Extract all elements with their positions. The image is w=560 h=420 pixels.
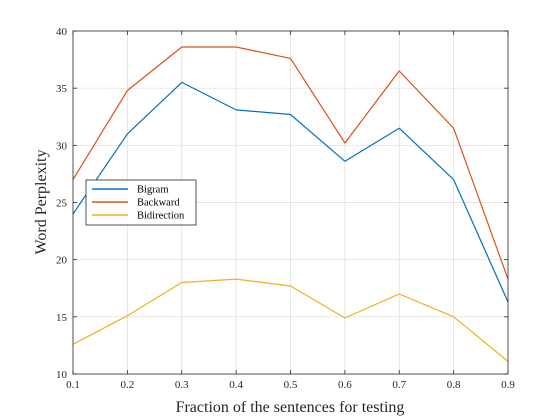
x-tick-label: 0.5 (284, 379, 298, 391)
x-tick-labels: 0.1 0.2 0.3 0.4 0.5 0.6 0.7 0.8 0.9 (66, 379, 515, 391)
series-line-bigram (72, 81, 509, 303)
y-axis-title: Word Perplexity (33, 150, 50, 255)
y-tick-label: 35 (56, 83, 68, 95)
y-tick-label: 25 (56, 198, 68, 210)
legend-label-backward: Backward (137, 198, 180, 209)
x-tick-label: 0.9 (501, 379, 515, 391)
x-tick-label: 0.4 (229, 379, 243, 391)
y-tick-label: 20 (56, 255, 68, 267)
legend-label-bigram: Bigram (137, 185, 169, 196)
x-tick-label: 0.2 (121, 379, 135, 391)
y-tick-label: 30 (56, 140, 68, 152)
series-line-bidirection (72, 278, 509, 362)
x-tick-label: 0.3 (175, 379, 189, 391)
x-tick-label: 0.6 (338, 379, 352, 391)
x-tick-label: 0.1 (66, 379, 80, 391)
legend: Bigram Backward Bidirection (85, 179, 197, 226)
y-tick-label: 10 (56, 369, 68, 381)
x-tick-label: 0.7 (392, 379, 406, 391)
series-line-backward (72, 46, 509, 280)
x-axis-title: Fraction of the sentences for testing (176, 399, 405, 416)
x-tick-label: 0.8 (447, 379, 461, 391)
y-tick-label: 40 (56, 26, 68, 38)
y-tick-labels: 10 15 20 25 30 35 40 (56, 26, 68, 381)
legend-label-bidirection: Bidirection (137, 211, 185, 222)
series-lines (72, 46, 509, 362)
y-tick-label: 15 (56, 312, 68, 324)
axis-ticks (72, 30, 509, 375)
